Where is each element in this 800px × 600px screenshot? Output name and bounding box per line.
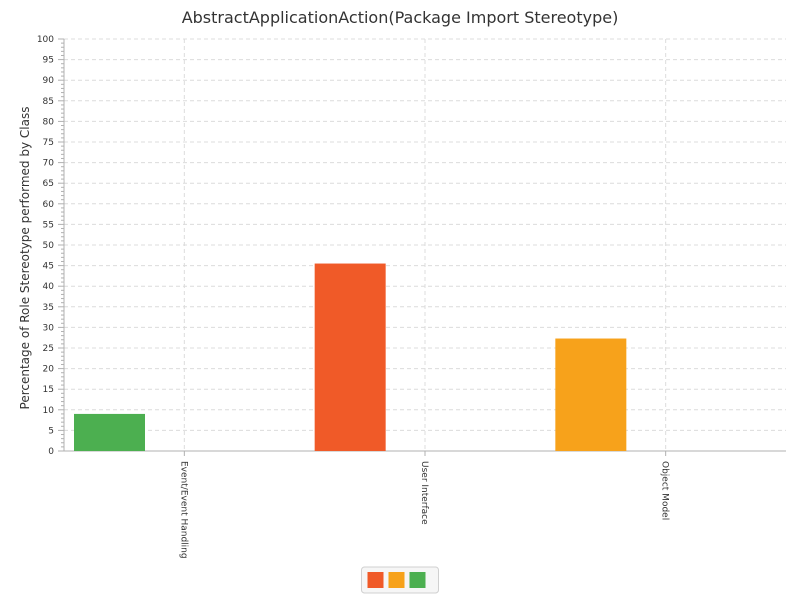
y-tick-label: 65 bbox=[43, 179, 54, 189]
y-tick-label: 35 bbox=[43, 303, 54, 313]
category-labels: Event/Event Handling User Interface Object… bbox=[178, 461, 669, 559]
y-tick-label: 70 bbox=[43, 159, 55, 169]
x-category-label: Event/Event Handling bbox=[178, 461, 188, 559]
x-category-label: User Interface bbox=[419, 461, 429, 525]
bars bbox=[74, 263, 627, 451]
y-tick-label: 45 bbox=[43, 262, 54, 272]
bar-event-event-handling bbox=[74, 413, 145, 451]
y-tick-label: 50 bbox=[43, 241, 55, 251]
chart-title: AbstractApplicationAction(Package Import… bbox=[182, 8, 619, 27]
y-tick-label: 80 bbox=[43, 117, 55, 127]
y-tick-label: 15 bbox=[43, 385, 54, 395]
y-tick-label: 30 bbox=[43, 323, 55, 333]
y-tick-label: 95 bbox=[43, 56, 54, 66]
y-tick-label: 75 bbox=[43, 138, 54, 148]
grid bbox=[64, 38, 786, 451]
y-tick-label: 55 bbox=[43, 220, 54, 230]
bar-user-interface bbox=[314, 263, 386, 451]
y-axis-label: Percentage of Role Stereotype performed … bbox=[18, 107, 32, 410]
legend bbox=[361, 566, 439, 594]
y-tick-label: 0 bbox=[48, 447, 54, 457]
bar-object-model bbox=[555, 338, 627, 451]
y-tick-label: 40 bbox=[43, 282, 55, 292]
x-category-label: Object Model bbox=[660, 461, 670, 520]
legend-swatch bbox=[367, 572, 384, 588]
y-tick-label: 85 bbox=[43, 97, 54, 107]
y-tick-label: 100 bbox=[37, 35, 54, 45]
y-tick-label: 10 bbox=[43, 406, 55, 416]
y-tick-label: 60 bbox=[43, 200, 55, 210]
legend-swatch bbox=[388, 572, 405, 588]
legend-swatch bbox=[409, 572, 426, 588]
y-tick-label: 25 bbox=[43, 344, 54, 354]
y-tick-label: 20 bbox=[43, 365, 55, 375]
axes: 0 5 10 15 20 25 30 35 40 45 50 55 60 65 70 75 80 85 90 95 10… bbox=[37, 35, 786, 457]
y-tick-label: 5 bbox=[48, 426, 54, 436]
y-tick-label: 90 bbox=[43, 76, 55, 86]
